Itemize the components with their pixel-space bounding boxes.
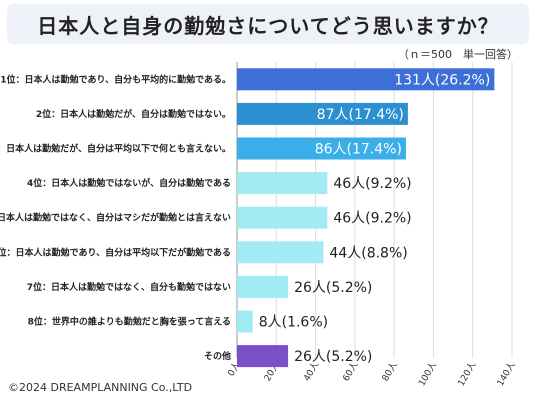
data-label: 131人(26.2%) [394, 72, 490, 88]
bar [237, 102, 408, 125]
x-tick-label: 140人 [495, 360, 518, 388]
category-label: 6位：日本人は勤勉であり、自分は平均以下だが勤勉である [0, 246, 231, 258]
bar [237, 275, 289, 298]
sample-note: （ｎ＝500 単一回答） [398, 48, 518, 61]
chart-title: 日本人と自身の勤勉さについてどう思いますか？ [37, 13, 499, 38]
category-label: 3位：日本人は勤勉だが、自分は平均以下で何とも言えない。 [0, 143, 231, 155]
data-label: 8人(1.6%) [259, 315, 328, 331]
category-label: 7位：日本人は勤勉ではなく、自分も勤勉ではない [27, 281, 231, 293]
x-tick-label: 120人 [456, 360, 479, 388]
bar [237, 241, 324, 264]
bar [237, 345, 289, 368]
bar [237, 137, 406, 160]
bar [237, 68, 495, 91]
bar [237, 206, 328, 229]
bar [237, 172, 328, 195]
x-tick-label: 100人 [416, 360, 439, 388]
data-label: 86人(17.4%) [315, 142, 402, 158]
data-label: 46人(9.2%) [333, 211, 411, 227]
data-label: 46人(9.2%) [333, 176, 411, 192]
category-label: 8位：世界中の誰よりも勤勉だと胸を張って言える [28, 316, 231, 328]
title-banner: 日本人と自身の勤勉さについてどう思いますか？ [7, 4, 529, 44]
bar [237, 310, 253, 333]
category-label: 4位：日本人は勤勉ではないが、自分は勤勉である [27, 177, 231, 189]
data-label: 26人(5.2%) [294, 280, 372, 296]
data-label: 44人(8.8%) [329, 245, 407, 261]
category-label: その他 [204, 350, 231, 362]
data-label: 87人(17.4%) [317, 107, 404, 123]
x-tick-label: 80人 [380, 360, 400, 383]
category-label: 1位：日本人は勤勉であり、自分も平均的に勤勉である。 [0, 73, 231, 85]
copyright-footer: ©2024 DREAMPLANNING Co.,LTD [8, 381, 193, 394]
category-label: 2位：日本人は勤勉だが、自分は勤勉ではない。 [36, 108, 231, 120]
category-label: 4位：日本人は勤勉ではなく、自分はマシだが勤勉とは言えない [0, 212, 231, 224]
data-label: 26人(5.2%) [294, 349, 372, 365]
